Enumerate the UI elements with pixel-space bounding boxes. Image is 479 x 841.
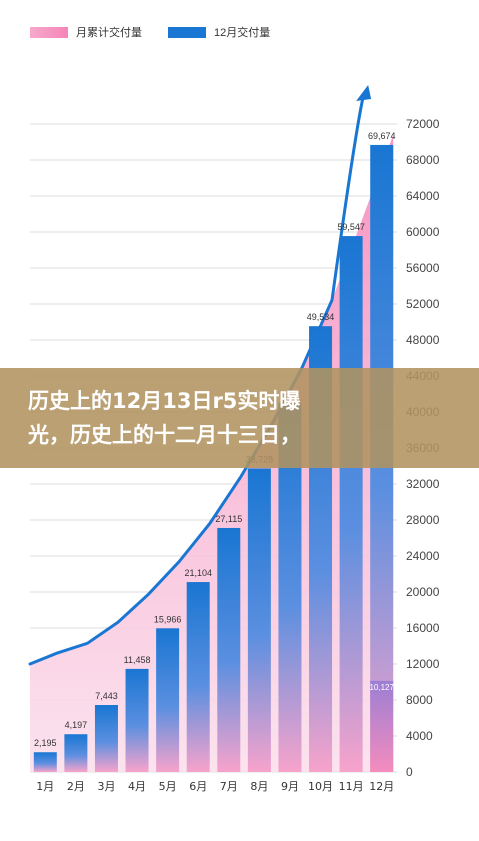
data-label: 59,547: [337, 222, 365, 232]
y-tick-label: 20000: [406, 585, 440, 599]
x-tick-label: 8月: [250, 780, 268, 793]
x-tick-label: 10月: [308, 780, 333, 793]
legend-label-monthly: 12月交付量: [214, 27, 271, 39]
banner-line-1: 历史上的12月13日r5实时曝: [28, 389, 301, 413]
data-label: 21,104: [184, 568, 212, 578]
y-tick-label: 64000: [406, 189, 440, 203]
y-tick-label: 8000: [406, 693, 433, 707]
banner-line-2: 光，历史上的十二月十三日，: [28, 423, 301, 447]
x-tick-label: 12月: [369, 780, 394, 793]
legend-item-cumulative: 月累计交付量: [30, 24, 142, 40]
y-tick-label: 12000: [406, 657, 440, 671]
data-label: 11,458: [124, 655, 151, 665]
data-label: 4,197: [65, 720, 88, 730]
y-tick-label: 52000: [406, 297, 440, 311]
cumulative-area-fill: [30, 135, 394, 772]
bar-6月: [186, 582, 210, 772]
bar-2月: [64, 734, 88, 772]
bar-8月: [247, 468, 271, 772]
y-tick-label: 72000: [406, 117, 440, 131]
y-tick-label: 68000: [406, 153, 440, 167]
x-tick-label: 2月: [67, 780, 85, 793]
data-label: 7,443: [95, 691, 118, 701]
x-axis-ticks: 1月 2月 3月 4月 5月 6月 7月 8月 9月 10月 11月 12月: [36, 780, 394, 793]
x-tick-label: 9月: [281, 780, 299, 793]
x-tick-label: 5月: [159, 780, 177, 793]
trend-arrow-head: [356, 85, 372, 101]
bar-5月: [156, 628, 180, 772]
bar-11月: [339, 236, 363, 772]
y-tick-label: 48000: [406, 333, 440, 347]
legend-item-monthly: 12月交付量: [168, 24, 270, 40]
y-tick-label: 0: [406, 765, 413, 779]
trend-arrow-line: [28, 95, 365, 666]
legend: 月累计交付量 12月交付量: [30, 24, 296, 40]
y-tick-label: 4000: [406, 729, 433, 743]
y-tick-label: 32000: [406, 477, 440, 491]
y-tick-label: 60000: [406, 225, 440, 239]
data-label: 2,195: [34, 738, 57, 748]
y-tick-label: 56000: [406, 261, 440, 275]
bar-7月: [217, 527, 241, 772]
bar-4月: [125, 668, 149, 772]
bar-3月: [94, 705, 118, 772]
data-label: 69,674: [368, 131, 396, 141]
y-tick-label: 24000: [406, 549, 440, 563]
x-tick-label: 1月: [36, 780, 54, 793]
highlight-segment: [370, 680, 394, 772]
data-label: 27,115: [215, 514, 242, 524]
y-tick-label: 28000: [406, 513, 440, 527]
x-tick-label: 6月: [189, 780, 207, 793]
cumulative-area: [28, 85, 394, 772]
data-label: 49,534: [307, 312, 335, 322]
x-tick-label: 11月: [339, 780, 364, 793]
legend-swatch-cumulative: [30, 26, 68, 38]
x-tick-label: 3月: [97, 780, 115, 793]
y-tick-label: 16000: [406, 621, 440, 635]
bar-9月: [278, 403, 302, 772]
data-label: 15,966: [154, 614, 182, 624]
x-tick-label: 7月: [220, 780, 238, 793]
legend-swatch-monthly: [168, 26, 206, 38]
x-tick-label: 4月: [128, 780, 146, 793]
title-banner: 历史上的12月13日r5实时曝 光，历史上的十二月十三日，: [0, 368, 479, 468]
highlight-label: 10,127: [369, 683, 394, 692]
bar-1月: [33, 752, 57, 772]
legend-label-cumulative: 月累计交付量: [76, 27, 142, 39]
